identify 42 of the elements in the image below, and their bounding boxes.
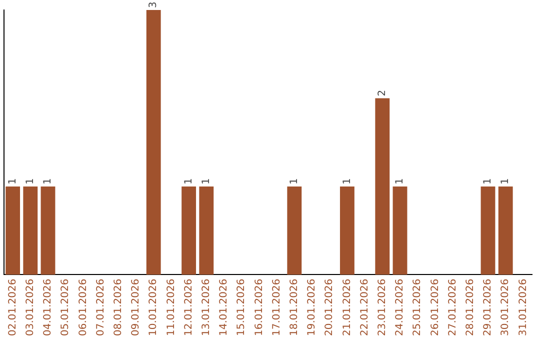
x-tick-label: 05.01.2026 — [60, 278, 72, 336]
x-tick-label: 28.01.2026 — [464, 278, 476, 336]
x-tick-label: 06.01.2026 — [78, 278, 89, 336]
data-label: 1 — [394, 178, 406, 184]
data-label: 1 — [183, 178, 194, 184]
data-label: 1 — [24, 178, 36, 184]
x-tick-label: 19.01.2026 — [306, 278, 318, 336]
x-tick-label: 11.01.2026 — [166, 278, 177, 336]
x-tick-label: 16.01.2026 — [254, 278, 265, 336]
data-label: 1 — [342, 178, 353, 184]
x-tick-label: 09.01.2026 — [130, 278, 142, 336]
data-label: 1 — [7, 178, 18, 184]
x-tick-label: 03.01.2026 — [24, 278, 36, 336]
x-tick-label: 21.01.2026 — [342, 278, 353, 336]
x-tick-label: 20.01.2026 — [324, 278, 336, 336]
x-tick-label: 26.01.2026 — [430, 278, 441, 336]
x-tick-label: 08.01.2026 — [112, 278, 124, 336]
x-tick-label: 12.01.2026 — [183, 278, 194, 336]
x-tick-label: 04.01.2026 — [42, 278, 54, 336]
data-label: 1 — [500, 178, 512, 184]
data-label: 1 — [482, 178, 494, 184]
x-tick-label: 10.01.2026 — [148, 278, 160, 336]
data-label: 1 — [288, 178, 300, 184]
x-tick-label: 31.01.2026 — [518, 278, 529, 336]
x-tick-label: 25.01.2026 — [412, 278, 424, 336]
x-tick-label: 23.01.2026 — [376, 278, 388, 336]
x-tick-label: 02.01.2026 — [7, 278, 18, 336]
x-tick-label: 07.01.2026 — [95, 278, 106, 336]
data-label: 1 — [200, 178, 212, 184]
x-tick-label: 18.01.2026 — [288, 278, 300, 336]
x-tick-label: 24.01.2026 — [394, 278, 406, 336]
x-tick-label: 27.01.2026 — [447, 278, 458, 336]
x-tick-label: 13.01.2026 — [200, 278, 212, 336]
data-label: 1 — [42, 178, 54, 184]
data-label: 2 — [376, 90, 388, 96]
data-label: 3 — [148, 2, 160, 8]
x-tick-label: 15.01.2026 — [236, 278, 248, 336]
x-tick-label: 22.01.2026 — [359, 278, 370, 336]
x-tick-label: 30.01.2026 — [500, 278, 512, 336]
x-tick-label: 14.01.2026 — [218, 278, 230, 336]
x-tick-label: 17.01.2026 — [271, 278, 282, 336]
x-tick-label: 29.01.2026 — [482, 278, 494, 336]
